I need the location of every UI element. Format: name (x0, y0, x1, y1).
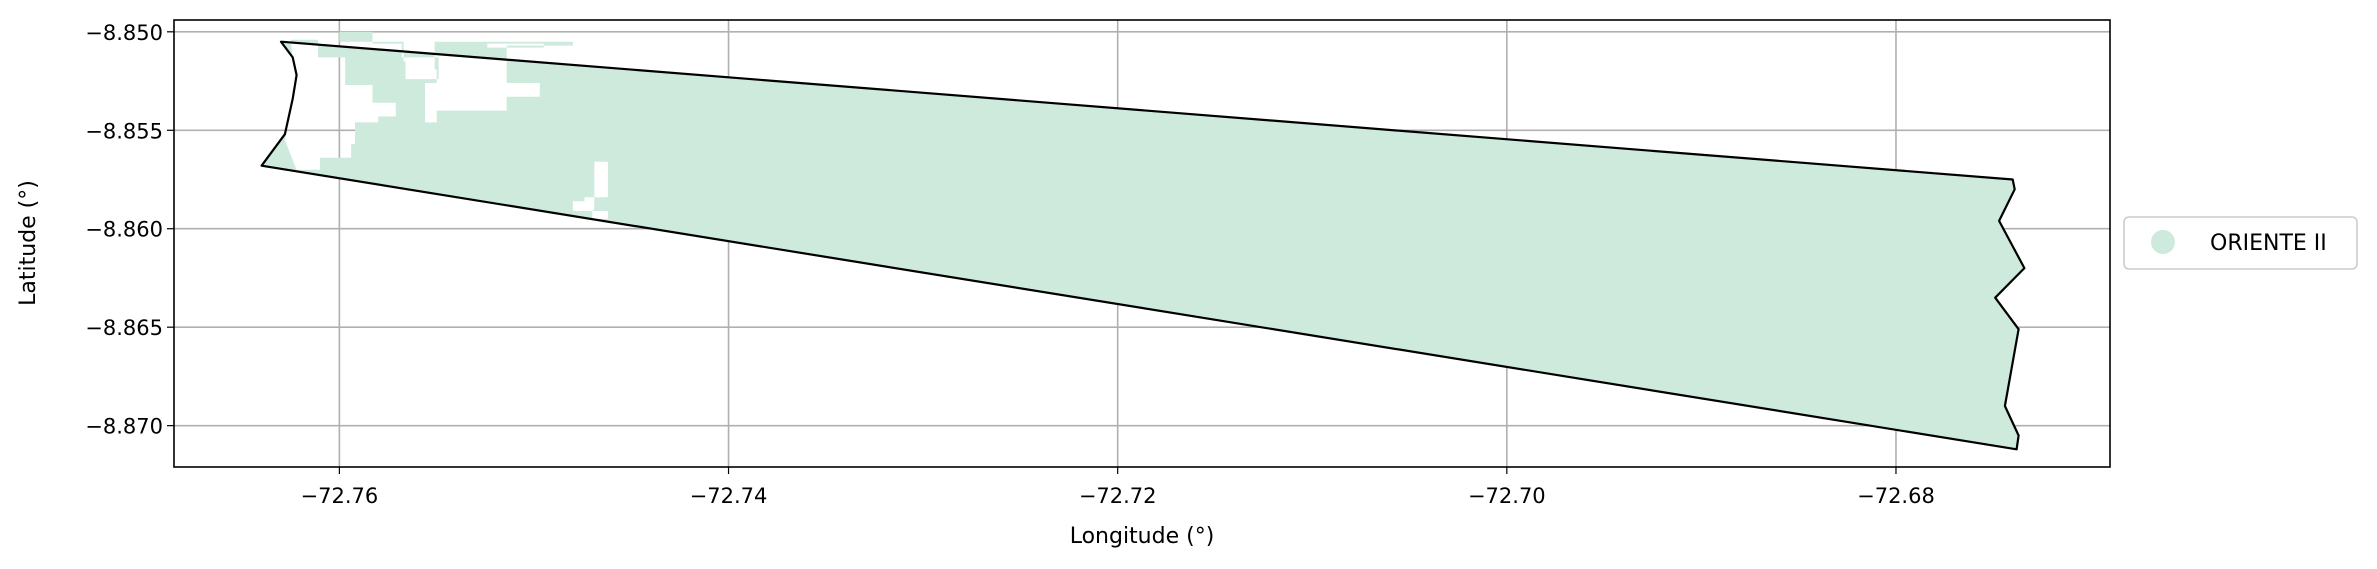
legend-marker-oriente-ii (2151, 230, 2175, 254)
region-oriente-ii-outline (260, 40, 2026, 451)
y-tick-label: −8.870 (85, 415, 163, 439)
y-axis-title: Latitude (°) (16, 180, 41, 306)
x-tick-label: −72.70 (1468, 484, 1546, 508)
y-tick-label: −8.865 (85, 316, 163, 340)
y-tick-label: −8.860 (85, 218, 163, 242)
plot-frame (173, 19, 2111, 468)
x-tick-label: −72.72 (1079, 484, 1157, 508)
x-axis-ticks: −72.76 −72.74 −72.72 −72.70 −72.68 (301, 467, 1935, 508)
legend: ORIENTE II (2123, 216, 2358, 270)
y-tick-label: −8.855 (85, 119, 163, 143)
y-axis-ticks: −8.850 −8.855 −8.860 −8.865 −8.870 (85, 21, 174, 439)
x-axis-title: Longitude (°) (1070, 524, 1215, 549)
legend-frame (2123, 216, 2358, 270)
map-region-layer (260, 31, 2026, 451)
region-oriente-ii-fill (261, 31, 2025, 450)
x-tick-label: −72.74 (690, 484, 768, 508)
x-tick-label: −72.76 (301, 484, 379, 508)
y-tick-label: −8.850 (85, 21, 163, 45)
legend-label-oriente-ii: ORIENTE II (2210, 231, 2327, 256)
x-tick-label: −72.68 (1857, 484, 1935, 508)
